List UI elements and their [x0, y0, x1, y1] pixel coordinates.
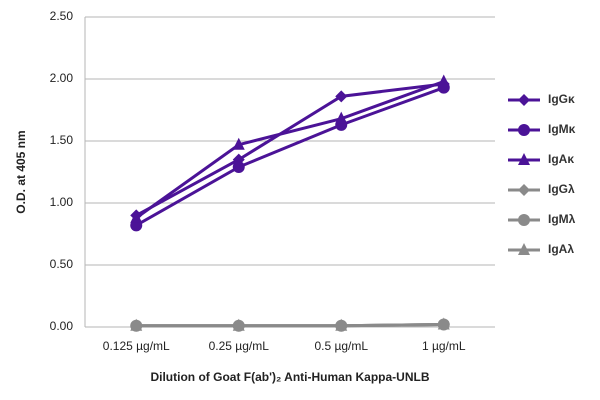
legend-text: IgGκ — [548, 92, 575, 106]
legend-marker — [518, 184, 530, 196]
x-axis-title: Dilution of Goat F(ab')₂ Anti-Human Kapp… — [150, 370, 429, 384]
legend-marker — [518, 124, 530, 136]
series-line — [135, 82, 444, 217]
data-point — [335, 90, 348, 103]
data-point — [130, 210, 143, 223]
y-tick-label: 1.50 — [50, 133, 74, 147]
data-point — [437, 317, 450, 330]
legend-marker — [518, 214, 530, 226]
legend-marker — [518, 243, 530, 255]
series-line — [135, 80, 445, 220]
y-tick-label: 1.00 — [50, 195, 74, 209]
y-tick-label: 2.50 — [50, 9, 74, 23]
data-point — [232, 161, 245, 174]
series-line — [136, 323, 444, 328]
data-point — [232, 318, 245, 331]
y-tick-label: 0.50 — [50, 257, 74, 271]
data-point — [130, 318, 143, 331]
data-point — [335, 318, 348, 331]
x-tick-label: 0.5 µg/mL — [314, 339, 368, 353]
legend-text: IgMλ — [548, 212, 576, 226]
data-point — [335, 111, 348, 124]
legend-text: IgAλ — [548, 242, 574, 256]
legend-text: IgGλ — [548, 182, 575, 196]
legend-text: IgMκ — [548, 122, 576, 136]
x-tick-label: 1 µg/mL — [422, 339, 466, 353]
x-tick-label: 0.25 µg/mL — [209, 339, 270, 353]
legend-marker — [518, 94, 530, 106]
legend-marker — [518, 153, 530, 165]
y-tick-label: 0.00 — [50, 319, 74, 333]
y-tick-label: 2.00 — [50, 71, 74, 85]
legend-text: IgAκ — [548, 152, 574, 166]
x-tick-label: 0.125 µg/mL — [103, 339, 170, 353]
series-line — [135, 86, 445, 227]
y-axis-title: O.D. at 405 nm — [14, 130, 28, 213]
data-point — [232, 137, 245, 150]
data-point — [437, 74, 450, 87]
